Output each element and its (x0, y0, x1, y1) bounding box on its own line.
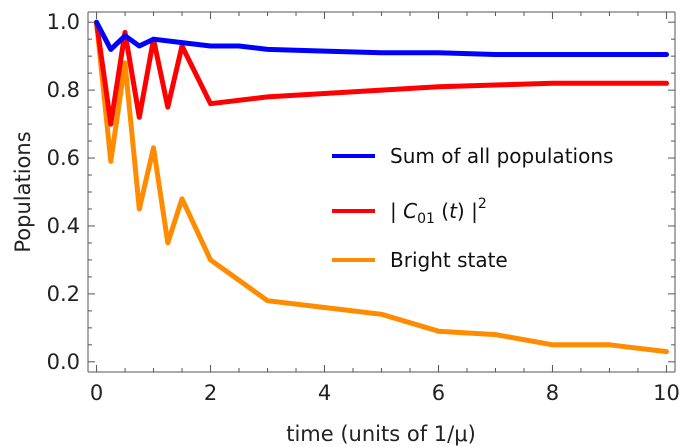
y-tick-label: 0.8 (47, 78, 80, 102)
legend-c01-suffix: ) | (457, 199, 478, 223)
y-tick-label: 0.6 (47, 146, 80, 170)
legend-c01-mid: ( (435, 199, 449, 223)
x-tick-label: 2 (204, 381, 217, 405)
legend-c01-italic2: t (449, 199, 458, 223)
legend-label-c01: | C01 (t) |2 (390, 196, 487, 227)
x-tick-label: 4 (318, 381, 331, 405)
x-axis-title: time (units of 1/μ) (286, 422, 476, 446)
x-tick-label: 6 (432, 381, 445, 405)
y-tick-label: 0.2 (47, 282, 80, 306)
tick-labels: 0 2 4 6 8 10 0.0 0.2 0.4 0.6 0.8 1.0 (47, 10, 680, 405)
legend-c01-italic: C (403, 199, 417, 223)
legend-label-sum: Sum of all populations (390, 144, 613, 168)
y-tick-label: 1.0 (47, 10, 80, 34)
series-layer (94, 19, 669, 355)
series-c01-line (94, 19, 669, 127)
y-tick-label: 0.0 (47, 350, 80, 374)
ticks-layer (88, 12, 675, 372)
legend-c01-prefix: | (390, 199, 403, 223)
x-tick-label: 0 (90, 381, 103, 405)
x-tick-label: 10 (653, 381, 680, 405)
legend-label-bright: Bright state (390, 248, 508, 272)
y-tick-label: 0.4 (47, 214, 80, 238)
series-sum-line (94, 19, 669, 57)
legend-c01-sup: 2 (478, 196, 487, 212)
y-axis-title: Populations (11, 131, 35, 252)
legend: Sum of all populations | C01 (t) |2 Brig… (332, 144, 613, 272)
series-bright-line (94, 19, 669, 355)
x-tick-label: 8 (546, 381, 559, 405)
legend-c01-sub: 01 (417, 211, 435, 227)
